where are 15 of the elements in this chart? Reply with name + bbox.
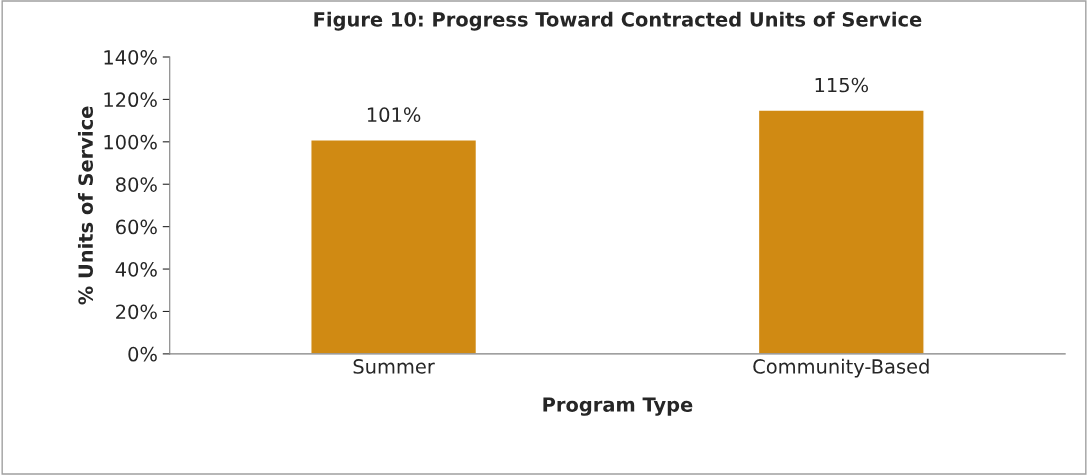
y-tick-label: 40%: [115, 262, 157, 277]
chart-title: Figure 10: Progress Toward Contracted Units of Service: [314, 11, 922, 31]
data-label: 101%: [367, 107, 421, 123]
y-tick-label: 20%: [116, 304, 157, 320]
y-tick-label: 140%: [104, 49, 157, 65]
y-tick-label: 80%: [116, 177, 157, 192]
y-axis-title: % Units of Service: [77, 106, 94, 305]
y-tick-label: 100%: [104, 134, 157, 150]
x-tick-label: Community-Based: [753, 358, 929, 378]
data-label: 115%: [815, 77, 869, 93]
y-tick-label: 120%: [104, 92, 157, 108]
y-tick-label: 60%: [116, 219, 157, 235]
x-tick-label: Summer: [353, 359, 435, 374]
y-tick-label: 0%: [128, 346, 157, 362]
x-axis-title: Program Type: [543, 397, 693, 416]
